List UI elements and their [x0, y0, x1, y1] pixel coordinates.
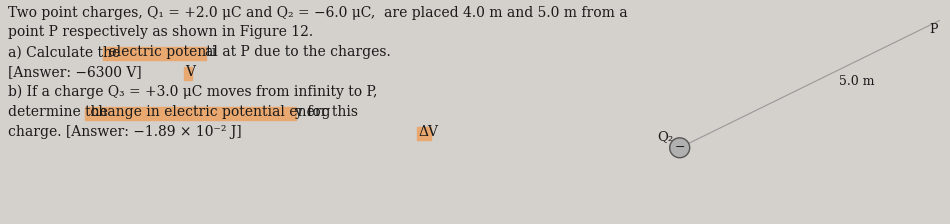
Text: ΔV: ΔV — [418, 125, 438, 139]
Text: determine the: determine the — [8, 105, 107, 119]
FancyBboxPatch shape — [184, 67, 193, 80]
Text: change in electric potential energ: change in electric potential energ — [86, 105, 330, 119]
Text: 5.0 m: 5.0 m — [840, 75, 875, 88]
Text: Q₂: Q₂ — [657, 130, 674, 143]
Circle shape — [670, 138, 690, 158]
FancyBboxPatch shape — [417, 127, 431, 140]
FancyBboxPatch shape — [85, 107, 296, 120]
Text: electric potenti: electric potenti — [104, 45, 216, 59]
Text: Two point charges, Q₁ = +2.0 μC and Q₂ = −6.0 μC,  are placed 4.0 m and 5.0 m fr: Two point charges, Q₁ = +2.0 μC and Q₂ =… — [8, 6, 627, 19]
Text: V: V — [185, 65, 196, 79]
Text: P: P — [929, 23, 938, 36]
Text: point P respectively as shown in Figure 12.: point P respectively as shown in Figure … — [8, 26, 313, 39]
Text: −: − — [674, 141, 685, 154]
Text: al at P due to the charges.: al at P due to the charges. — [205, 45, 391, 59]
Text: charge. [Answer: −1.89 × 10⁻² J]: charge. [Answer: −1.89 × 10⁻² J] — [8, 125, 241, 139]
Text: [Answer: −6300 V]: [Answer: −6300 V] — [8, 65, 142, 79]
FancyBboxPatch shape — [103, 47, 206, 60]
Text: a) Calculate the: a) Calculate the — [8, 45, 120, 59]
Text: y for this: y for this — [295, 105, 358, 119]
Text: b) If a charge Q₃ = +3.0 μC moves from infinity to P,: b) If a charge Q₃ = +3.0 μC moves from i… — [8, 85, 377, 99]
